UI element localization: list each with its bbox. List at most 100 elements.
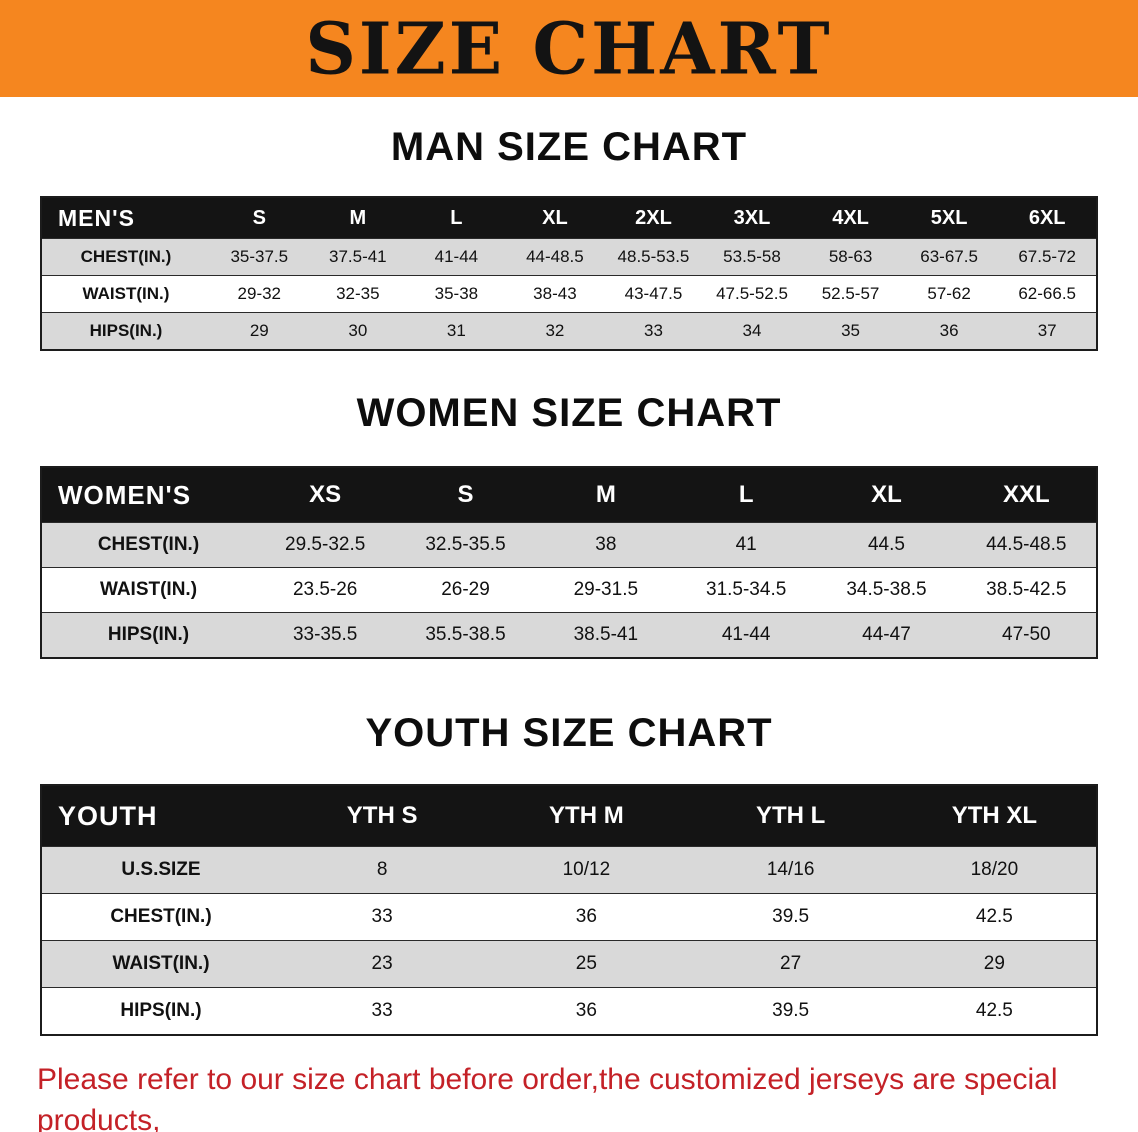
table-corner-label: YOUTH bbox=[41, 785, 280, 847]
row-label-cell: HIPS(IN.) bbox=[89, 321, 163, 340]
size-value-cell: 52.5-57 bbox=[821, 284, 880, 303]
size-column-header: L bbox=[407, 197, 506, 239]
table-header-row: YOUTH YTH S YTH M YTH L YTH XL bbox=[41, 785, 1097, 847]
size-column-header: XS bbox=[255, 467, 396, 523]
size-value-cell: 32-35 bbox=[336, 284, 380, 303]
size-value-cell: 47.5-52.5 bbox=[716, 284, 788, 303]
table-corner-label: MEN'S bbox=[41, 197, 210, 239]
footer-notice-line1: Please refer to our size chart before or… bbox=[37, 1063, 1058, 1132]
women-size-table: WOMEN'S XS S M L XL XXL CHEST(IN.) 29.5-32.5 32.5… bbox=[40, 466, 1098, 659]
size-value-cell: 10/12 bbox=[562, 859, 611, 880]
size-value-cell: 29-31.5 bbox=[573, 579, 639, 600]
size-value-cell: 36 bbox=[939, 321, 959, 340]
size-value-cell: 62-66.5 bbox=[1018, 284, 1077, 303]
size-value-cell: 33 bbox=[644, 321, 663, 340]
size-column-header: 6XL bbox=[998, 197, 1097, 239]
size-value-cell: 44-48.5 bbox=[526, 247, 584, 266]
row-label-cell: CHEST(IN.) bbox=[110, 906, 212, 927]
man-size-chart-title: MAN SIZE CHART bbox=[390, 125, 748, 169]
table-row: HIPS(IN.) 33 36 39.5 42.5 bbox=[41, 987, 1097, 1035]
size-column-header: S bbox=[395, 467, 536, 523]
size-value-cell: 38-43 bbox=[533, 284, 577, 303]
size-value-cell: 48.5-53.5 bbox=[617, 247, 690, 266]
size-value-cell: 30 bbox=[348, 321, 368, 340]
youth-size-table: YOUTH YTH S YTH M YTH L YTH XL U.S.SIZE 8 10/12… bbox=[40, 784, 1098, 1036]
size-value-cell: 35-38 bbox=[434, 284, 479, 303]
size-value-cell: 38.5-41 bbox=[573, 624, 639, 645]
women-size-chart-title: WOMEN SIZE CHART bbox=[356, 391, 782, 435]
size-value-cell: 38 bbox=[595, 534, 617, 555]
size-value-cell: 43-47.5 bbox=[624, 284, 683, 303]
size-value-cell: 42.5 bbox=[975, 1000, 1013, 1021]
size-value-cell: 67.5-72 bbox=[1018, 247, 1077, 266]
size-column-header: YTH L bbox=[688, 785, 893, 847]
size-value-cell: 34 bbox=[742, 321, 762, 340]
size-column-header: YTH S bbox=[280, 785, 485, 847]
size-value-cell: 29-32 bbox=[237, 284, 282, 303]
row-label-cell: CHEST(IN.) bbox=[80, 247, 172, 266]
table-row: WAIST(IN.) 23.5-26 26-29 29-31.5 31.5-34.5 34… bbox=[41, 567, 1097, 613]
row-label-cell: CHEST(IN.) bbox=[97, 534, 200, 555]
table-row: CHEST(IN.) 33 36 39.5 42.5 bbox=[41, 893, 1097, 941]
size-value-cell: 35-37.5 bbox=[230, 247, 289, 266]
size-column-header: M bbox=[535, 467, 676, 523]
size-value-cell: 36 bbox=[575, 1000, 597, 1021]
size-value-cell: 44-47 bbox=[862, 624, 911, 645]
size-column-header: YTH M bbox=[484, 785, 689, 847]
size-value-cell: 32.5-35.5 bbox=[425, 534, 506, 555]
size-value-cell: 41-44 bbox=[721, 624, 771, 645]
table-row: CHEST(IN.) 35-37.5 37.5-41 41-44 44-48.5 48.5… bbox=[41, 238, 1097, 276]
size-column-header: L bbox=[675, 467, 817, 523]
size-value-cell: 47-50 bbox=[1002, 624, 1051, 645]
size-value-cell: 58-63 bbox=[828, 247, 873, 266]
row-label-cell: WAIST(IN.) bbox=[99, 579, 198, 600]
size-value-cell: 34.5-38.5 bbox=[846, 579, 927, 600]
size-value-cell: 23.5-26 bbox=[292, 579, 358, 600]
size-value-cell: 39.5 bbox=[772, 906, 810, 927]
size-column-header: 3XL bbox=[702, 197, 802, 239]
size-value-cell: 57-62 bbox=[927, 284, 971, 303]
size-column-header: XL bbox=[505, 197, 605, 239]
size-value-cell: 42.5 bbox=[975, 906, 1013, 927]
size-column-header: XL bbox=[816, 467, 957, 523]
size-value-cell: 25 bbox=[575, 953, 597, 974]
size-column-header: S bbox=[210, 197, 309, 239]
size-value-cell: 39.5 bbox=[772, 1000, 810, 1021]
size-column-header: YTH XL bbox=[892, 785, 1097, 847]
size-value-cell: 26-29 bbox=[441, 579, 490, 600]
row-label-cell: U.S.SIZE bbox=[121, 859, 201, 880]
size-value-cell: 31 bbox=[446, 321, 466, 340]
size-value-cell: 44.5-48.5 bbox=[986, 534, 1067, 555]
size-value-cell: 23 bbox=[371, 953, 393, 974]
banner: SIZE CHART bbox=[0, 0, 1138, 97]
size-value-cell: 31.5-34.5 bbox=[706, 579, 787, 600]
size-value-cell: 14/16 bbox=[766, 859, 815, 880]
footer-notice: Please refer to our size chart before or… bbox=[37, 1060, 1101, 1132]
size-column-header: M bbox=[308, 197, 408, 239]
size-value-cell: 44.5 bbox=[867, 534, 905, 555]
size-value-cell: 29 bbox=[983, 953, 1005, 974]
size-value-cell: 18/20 bbox=[970, 859, 1019, 880]
size-column-header: 5XL bbox=[899, 197, 999, 239]
table-header-row: WOMEN'S XS S M L XL XXL bbox=[41, 467, 1097, 523]
size-value-cell: 33 bbox=[371, 906, 393, 927]
size-value-cell: 8 bbox=[376, 859, 388, 880]
table-header-row: MEN'S S M L XL 2XL 3XL 4XL 5XL 6XL bbox=[41, 197, 1097, 239]
banner-title: SIZE CHART bbox=[305, 5, 833, 91]
size-value-cell: 27 bbox=[780, 953, 802, 974]
size-column-header: XXL bbox=[956, 467, 1097, 523]
table-row: WAIST(IN.) 23 25 27 29 bbox=[41, 940, 1097, 988]
men-size-table: MEN'S S M L XL 2XL 3XL 4XL 5XL 6XL CHEST(IN.) 35-37… bbox=[40, 196, 1098, 351]
size-value-cell: 29.5-32.5 bbox=[285, 534, 366, 555]
table-row: HIPS(IN.) 29 30 31 32 33 34 35 36 37 bbox=[41, 312, 1097, 350]
size-value-cell: 38.5-42.5 bbox=[986, 579, 1067, 600]
size-value-cell: 37 bbox=[1037, 321, 1057, 340]
table-corner-label: WOMEN'S bbox=[41, 467, 255, 523]
size-value-cell: 63-67.5 bbox=[920, 247, 978, 266]
row-label-cell: WAIST(IN.) bbox=[112, 953, 210, 974]
table-row: CHEST(IN.) 29.5-32.5 32.5-35.5 38 41 44.5 44.5… bbox=[41, 522, 1097, 568]
size-value-cell: 33-35.5 bbox=[292, 624, 358, 645]
size-column-header: 2XL bbox=[604, 197, 703, 239]
size-value-cell: 36 bbox=[575, 906, 597, 927]
